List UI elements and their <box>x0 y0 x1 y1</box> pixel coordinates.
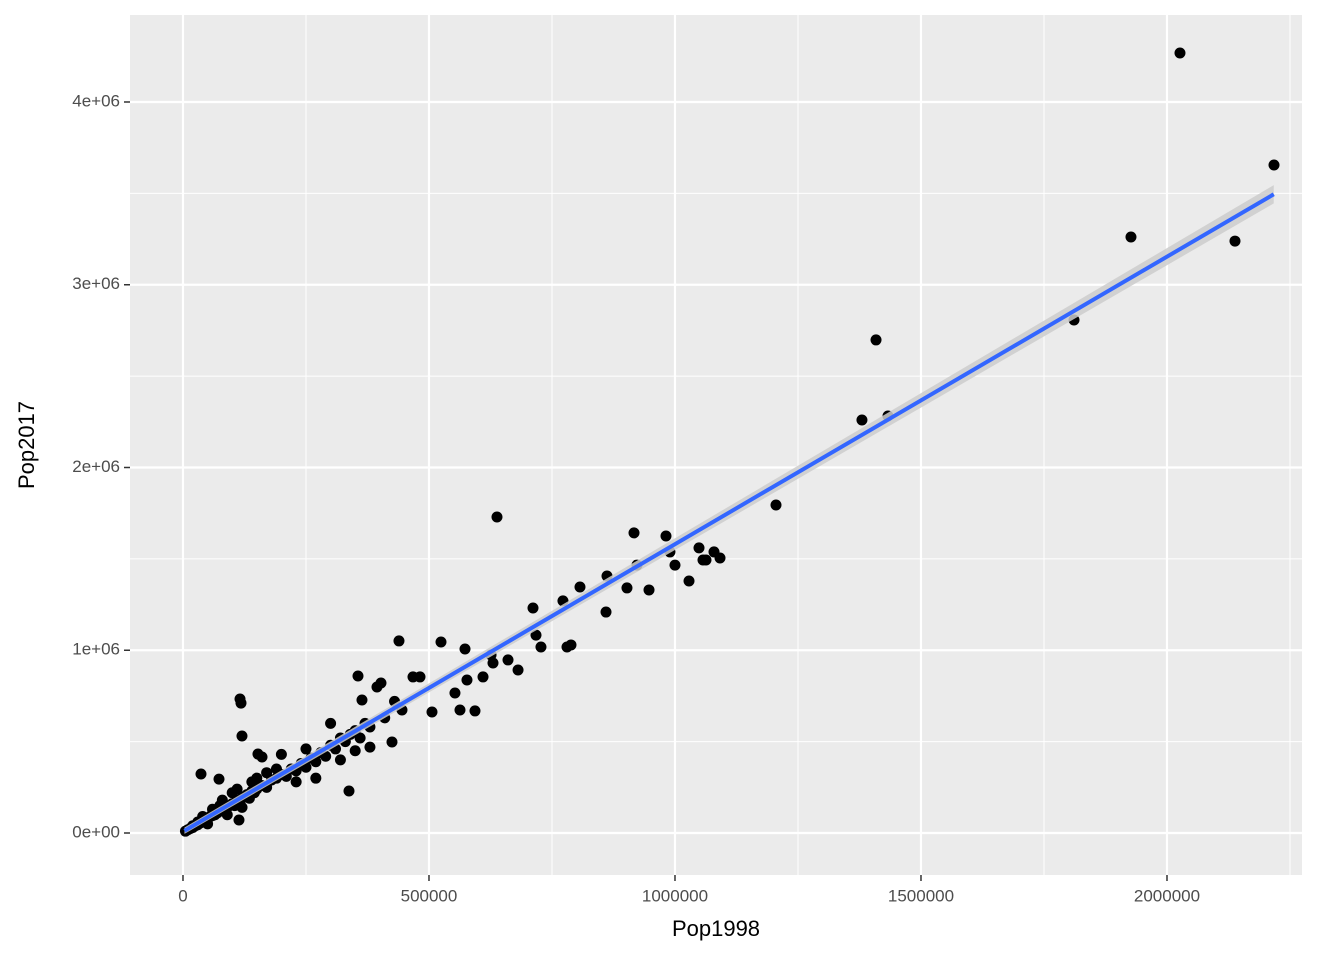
point <box>435 636 447 648</box>
point <box>693 542 705 554</box>
point <box>643 584 655 596</box>
point <box>530 629 542 641</box>
point <box>628 527 640 539</box>
point <box>461 674 473 686</box>
point <box>235 697 247 709</box>
point <box>354 732 366 744</box>
x-axis-title: Pop1998 <box>672 916 760 941</box>
point <box>477 671 489 683</box>
point <box>364 741 376 753</box>
point <box>870 334 882 346</box>
point <box>393 635 405 647</box>
point <box>449 687 461 699</box>
point <box>310 772 322 784</box>
point <box>221 809 233 821</box>
y-axis-title: Pop2017 <box>14 401 39 489</box>
y-tick-label: 3e+06 <box>72 274 120 293</box>
point <box>300 743 312 755</box>
point <box>502 654 514 666</box>
x-tick-label: 0 <box>178 886 187 905</box>
point <box>213 773 225 785</box>
point <box>246 776 258 788</box>
point <box>454 704 466 716</box>
point <box>660 530 672 542</box>
point <box>527 602 539 614</box>
point <box>1174 47 1186 59</box>
point <box>669 559 681 571</box>
point <box>256 751 268 763</box>
point <box>714 552 726 564</box>
point <box>1229 235 1241 247</box>
point <box>600 606 612 618</box>
x-tick-label: 500000 <box>401 886 458 905</box>
point <box>469 705 481 717</box>
point <box>261 767 273 779</box>
panel <box>130 15 1302 875</box>
point <box>290 776 302 788</box>
y-tick-label: 1e+06 <box>72 640 120 659</box>
point <box>407 671 419 683</box>
x-tick-label: 2000000 <box>1134 886 1200 905</box>
point <box>233 814 245 826</box>
point <box>770 499 782 511</box>
point <box>236 730 248 742</box>
point <box>275 748 287 760</box>
point <box>1125 231 1137 243</box>
point <box>700 554 712 566</box>
point <box>343 785 355 797</box>
y-tick-label: 2e+06 <box>72 457 120 476</box>
point <box>565 639 577 651</box>
point <box>1268 159 1280 171</box>
point <box>386 736 398 748</box>
point <box>195 768 207 780</box>
point <box>621 582 633 594</box>
x-tick-label: 1500000 <box>888 886 954 905</box>
point <box>512 664 524 676</box>
point <box>856 414 868 426</box>
trend-line <box>183 192 1275 833</box>
point <box>487 657 499 669</box>
point <box>356 694 368 706</box>
point <box>371 681 383 693</box>
point <box>535 641 547 653</box>
y-tick-label: 0e+00 <box>72 822 120 841</box>
point <box>426 706 438 718</box>
point <box>236 801 248 813</box>
point <box>459 643 471 655</box>
point <box>325 717 337 729</box>
point <box>334 754 346 766</box>
point <box>352 670 364 682</box>
point <box>574 581 586 593</box>
point <box>683 575 695 587</box>
point <box>491 511 503 523</box>
point <box>231 783 243 795</box>
point <box>349 745 361 757</box>
x-tick-label: 1000000 <box>642 886 708 905</box>
y-tick-label: 4e+06 <box>72 91 120 110</box>
